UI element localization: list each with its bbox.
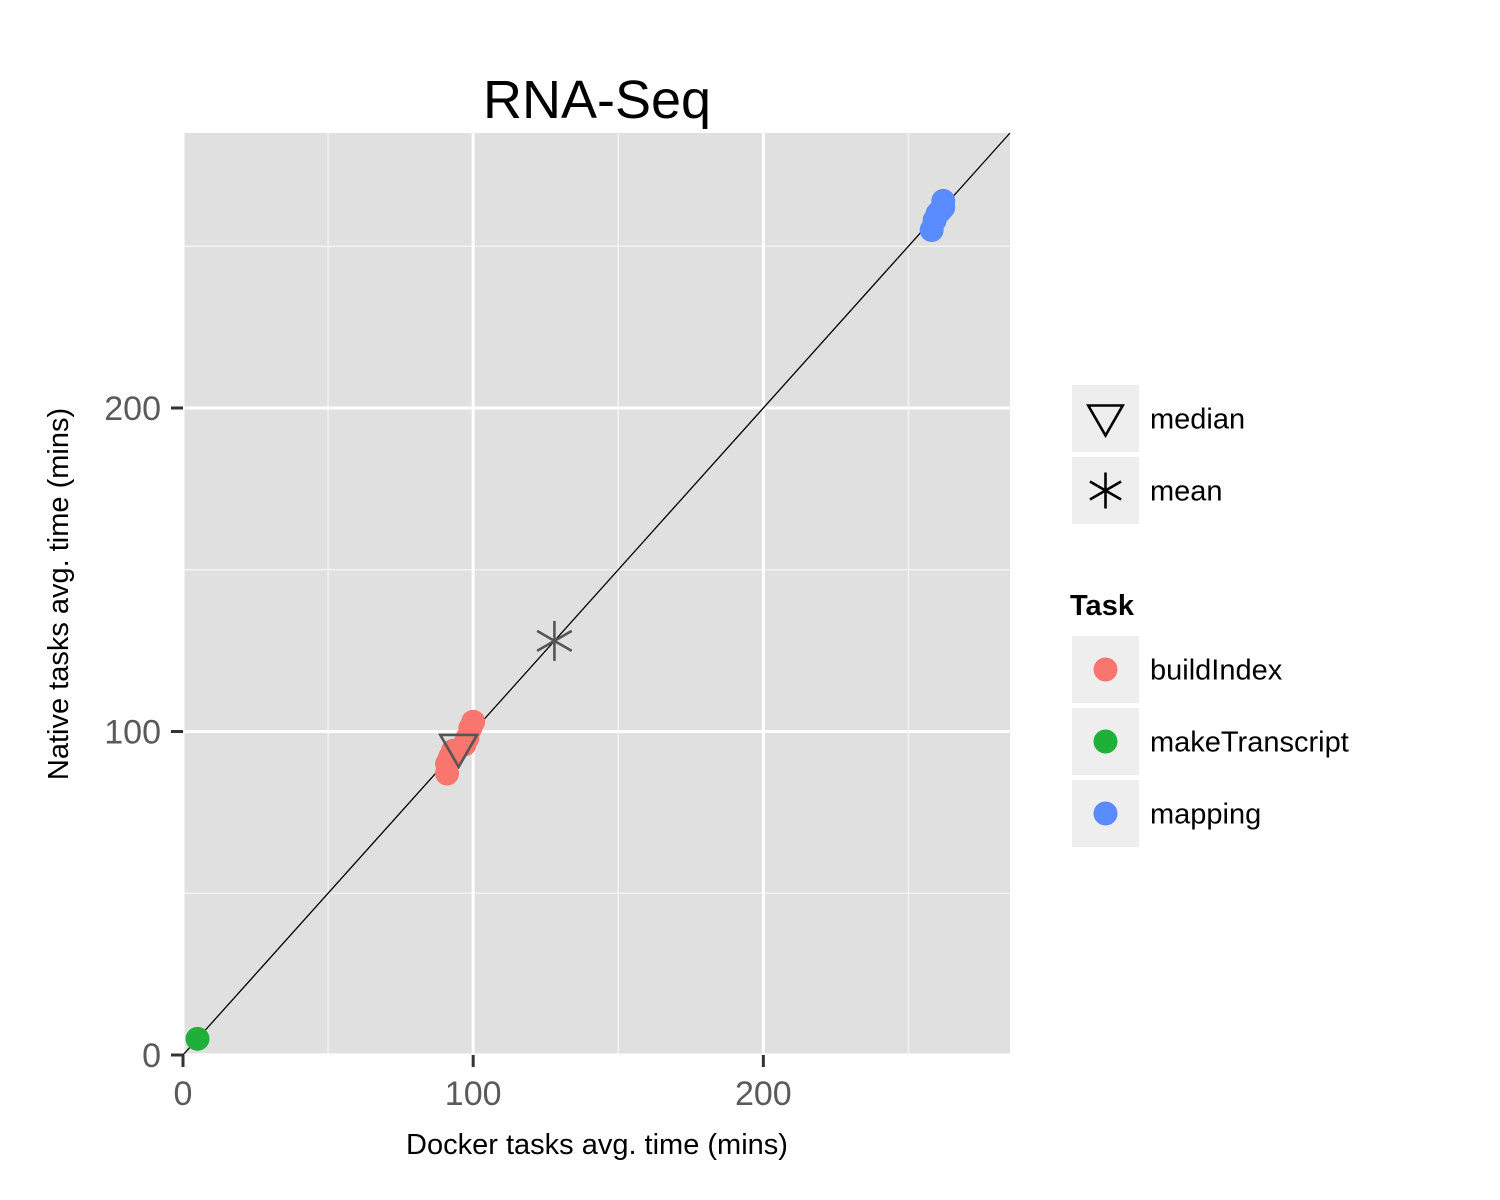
data-point — [185, 1026, 210, 1051]
legend-label: mean — [1150, 476, 1223, 508]
series-makeTranscript — [185, 1026, 210, 1051]
legend-item-buildIndex: buildIndex — [1072, 636, 1283, 703]
legend-item-makeTranscript: makeTranscript — [1072, 708, 1349, 775]
series-buildIndex — [435, 709, 486, 786]
legend-title: Task — [1070, 590, 1135, 622]
data-points — [185, 188, 956, 1051]
x-tick-label: 100 — [445, 1075, 502, 1113]
median-marker — [438, 733, 480, 770]
legend-label: buildIndex — [1150, 655, 1283, 687]
x-tick-label: 0 — [174, 1075, 193, 1113]
legend-swatch — [1093, 657, 1118, 682]
triangle-down-icon — [1086, 404, 1125, 439]
legend-item-mapping: mapping — [1072, 780, 1261, 847]
y-tick-label: 0 — [142, 1037, 161, 1075]
legend-swatch — [1093, 729, 1118, 754]
legend: median mean Task buildIndex makeTranscript ma… — [1070, 385, 1349, 847]
legend-label: mapping — [1150, 799, 1261, 831]
y-axis-title: Native tasks avg. time (mins) — [43, 408, 75, 780]
legend-item-median: median — [1072, 385, 1245, 452]
mean-marker — [536, 620, 573, 661]
data-point — [461, 709, 486, 734]
x-axis-title: Docker tasks avg. time (mins) — [406, 1129, 788, 1161]
legend-swatch — [1093, 801, 1118, 826]
y-tick-label: 200 — [104, 390, 161, 428]
grid-lines — [181, 133, 1010, 1057]
x-tick-label: 200 — [735, 1075, 792, 1113]
identity-line — [182, 132, 1011, 1056]
reference-line-layer — [182, 132, 1011, 1056]
y-tick-label: 100 — [104, 713, 161, 751]
axes: 0 100 200 0 100 200 — [104, 390, 791, 1113]
legend-key — [1072, 385, 1139, 452]
series-mapping — [919, 188, 956, 243]
legend-label: median — [1150, 404, 1245, 436]
summary-markers — [438, 620, 573, 770]
legend-item-mean: mean — [1072, 457, 1223, 524]
chart-title: RNA-Seq — [483, 70, 711, 130]
asterisk-icon — [1089, 472, 1122, 509]
data-point — [931, 188, 956, 213]
legend-label: makeTranscript — [1150, 727, 1349, 759]
